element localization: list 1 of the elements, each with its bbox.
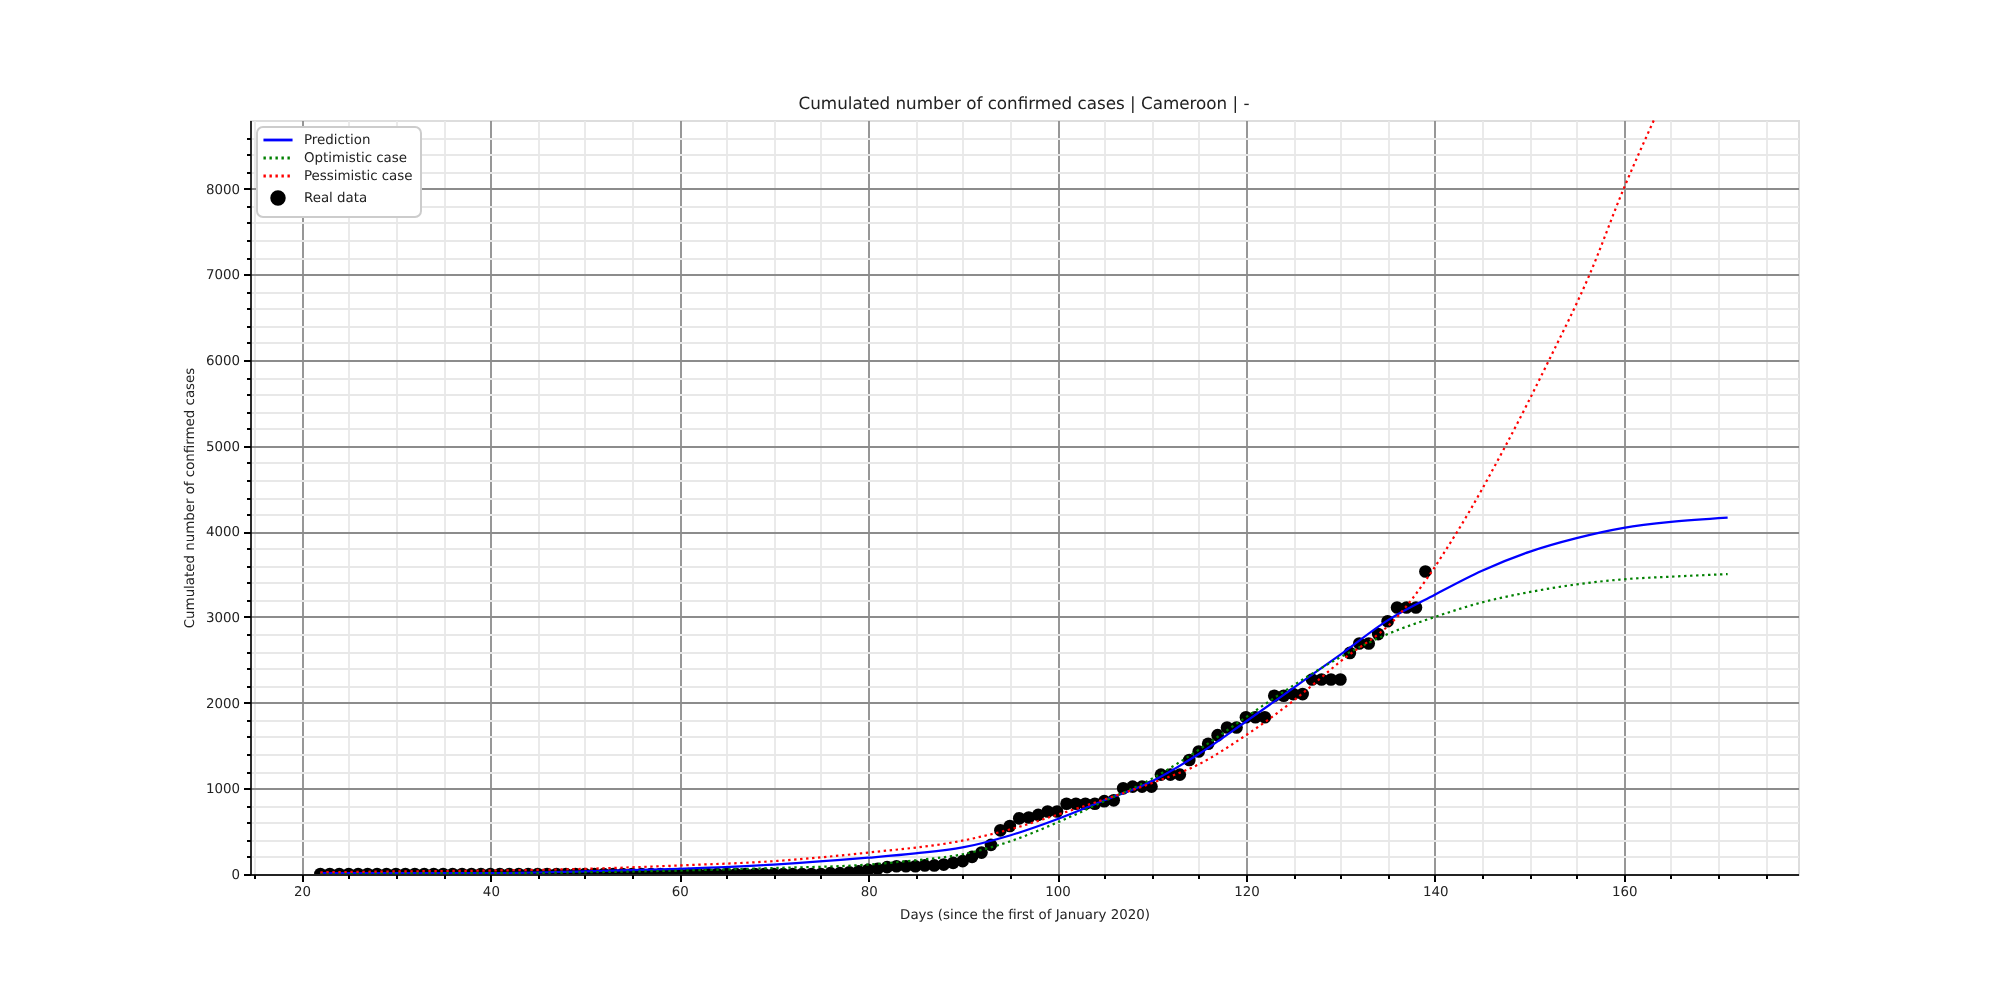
chart-title: Cumulated number of confirmed cases | Cameroon | - bbox=[798, 93, 1250, 114]
